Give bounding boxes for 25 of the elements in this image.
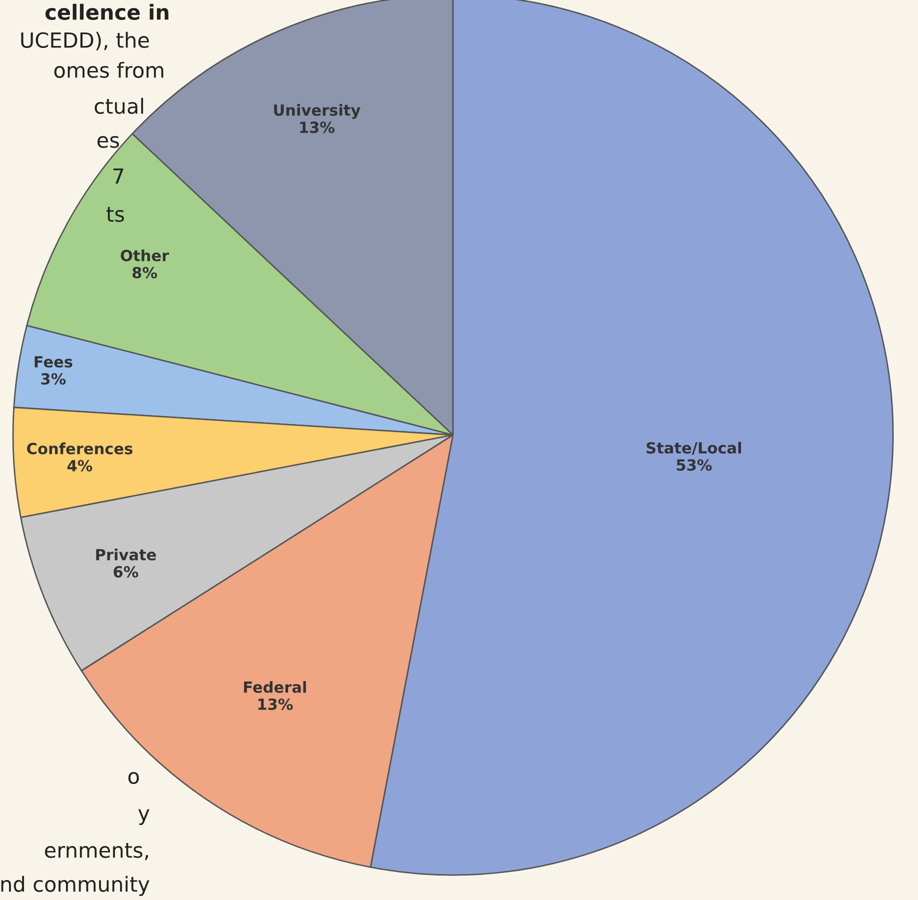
data-label: 8% — [132, 266, 158, 278]
text: o — [128, 772, 139, 784]
text: ctual — [94, 98, 144, 114]
data-label: 13% — [300, 122, 334, 134]
data-label: 4% — [67, 460, 92, 472]
text: UCEDD), the — [21, 32, 149, 50]
slice-label: Fees — [34, 356, 72, 368]
data-label: 13% — [258, 698, 293, 710]
text: y — [138, 809, 150, 825]
slice-label: Federal — [244, 681, 306, 693]
text: cellence in — [45, 4, 168, 20]
text: ts — [106, 207, 124, 222]
slice-label: University — [274, 104, 360, 119]
data-label: 6% — [114, 566, 138, 578]
data-label: 53% — [676, 459, 712, 471]
text: omes from — [54, 62, 164, 78]
slice-label: State/Local — [646, 442, 741, 455]
slice-label: Conferences — [27, 442, 132, 454]
text: ernments, — [44, 843, 148, 860]
slice-label: Other — [120, 249, 170, 262]
text: es — [97, 136, 119, 148]
text: 7 — [113, 168, 124, 184]
slice-label: Private — [96, 548, 156, 560]
text: nd community — [1, 876, 150, 896]
data-label: 3% — [41, 373, 66, 385]
